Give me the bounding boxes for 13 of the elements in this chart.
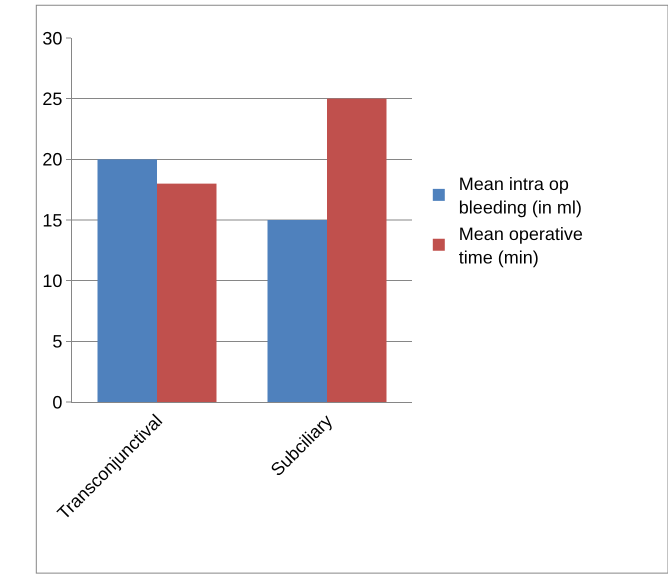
bar [98,159,157,402]
bar [327,98,386,402]
bar [268,220,327,402]
y-tick-label: 20 [42,150,62,170]
y-tick-label: 0 [52,392,62,412]
y-tick-label: 25 [42,88,62,109]
y-tick-label: 5 [52,332,62,352]
legend-label: Mean intra op bleeding (in ml) [458,174,582,218]
bar [157,184,216,402]
y-tick-label: 15 [42,210,62,230]
y-tick-label: 10 [42,270,62,291]
y-tick-label: 30 [42,28,62,48]
legend-label: Mean operative time (min) [458,224,583,268]
